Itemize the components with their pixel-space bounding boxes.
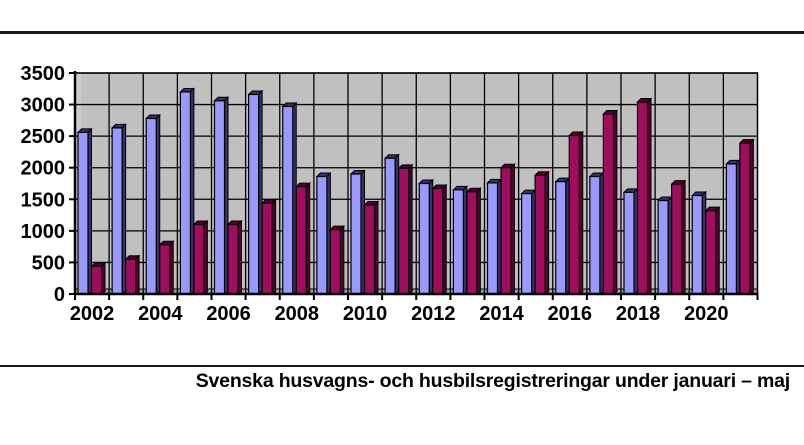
y-tick-label: 500 xyxy=(32,252,65,274)
caption-divider-rule xyxy=(0,365,804,367)
bar-2012-husvagnar xyxy=(418,182,430,295)
bar-2003-husvagnar xyxy=(111,127,123,295)
x-tick-label: 2018 xyxy=(616,303,661,325)
bar-2010-husbilar xyxy=(363,204,376,295)
bar-2004-husvagnar xyxy=(145,117,157,295)
y-tick-label: 1000 xyxy=(21,221,66,243)
bar-2021-husvagnar xyxy=(725,163,737,295)
x-tick-label: 2014 xyxy=(479,303,524,325)
bar-2018-husvagnar xyxy=(623,191,635,295)
bar-2010-husvagnar xyxy=(350,173,362,295)
bar-2014-husbilar xyxy=(500,167,512,295)
bar-2015-husvagnar xyxy=(521,193,533,295)
bar-2016-husbilar xyxy=(568,134,580,295)
x-tick-label: 2006 xyxy=(206,303,251,325)
bar-2015-husbilar xyxy=(534,174,546,295)
bar-2013-husvagnar xyxy=(452,189,464,295)
bar-2002-husvagnar xyxy=(77,131,89,295)
bar-2008-husbilar xyxy=(295,186,307,295)
bar-2007-husvagnar xyxy=(248,93,260,295)
x-tick-label: 2012 xyxy=(411,303,456,325)
bar-2021-husbilar xyxy=(739,142,751,295)
bar-2012-husbilar xyxy=(432,187,444,295)
bar-2006-husbilar xyxy=(227,223,239,295)
bar-2017-husbilar xyxy=(602,113,614,295)
y-tick-label: 2000 xyxy=(21,158,66,180)
x-tick-label: 2016 xyxy=(548,303,593,325)
y-tick-label: 1500 xyxy=(21,189,66,211)
x-tick-label: 2020 xyxy=(684,303,729,325)
bar-2005-husbilar xyxy=(193,223,205,295)
bar-2020-husbilar xyxy=(705,210,717,295)
x-tick-label: 2002 xyxy=(70,303,115,325)
y-tick-label: 3000 xyxy=(21,95,66,117)
bar-2005-husvagnar xyxy=(179,91,191,295)
bar-2004-husbilar xyxy=(159,244,171,295)
x-tick-label: 2010 xyxy=(343,303,388,325)
y-tick-label: 3500 xyxy=(21,63,66,85)
bar-2007-husbilar xyxy=(261,202,273,295)
bar-2006-husvagnar xyxy=(213,100,226,295)
bar-2019-husvagnar xyxy=(657,199,669,295)
bar-2018-husbilar xyxy=(636,101,649,295)
bar-2014-husvagnar xyxy=(486,182,499,295)
x-tick-label: 2008 xyxy=(275,303,320,325)
bar-2020-husvagnar xyxy=(691,194,703,295)
bar-2016-husvagnar xyxy=(555,181,567,295)
bar-2009-husbilar xyxy=(329,228,341,295)
registration-bar-chart: 0 500 1000 1500 2000 2500 3000 3500 2002 2004 2006… xyxy=(21,63,759,325)
x-tick-label: 2004 xyxy=(138,303,183,325)
bar-2011-husvagnar xyxy=(384,157,396,295)
top-horizontal-rule xyxy=(0,31,804,34)
bar-2019-husbilar xyxy=(671,183,683,295)
chart-caption: Svenska husvagns- och husbilsregistrerin… xyxy=(195,370,790,392)
bar-2013-husbilar xyxy=(466,191,478,295)
bar-2008-husvagnar xyxy=(282,105,294,295)
bar-2003-husbilar xyxy=(125,258,137,295)
bar-2017-husvagnar xyxy=(589,175,601,295)
y-tick-label: 2500 xyxy=(21,126,66,148)
bar-2011-husbilar xyxy=(398,167,410,295)
bar-2002-husbilar xyxy=(90,265,103,295)
bar-2009-husvagnar xyxy=(316,175,328,295)
y-tick-label: 0 xyxy=(54,284,65,306)
